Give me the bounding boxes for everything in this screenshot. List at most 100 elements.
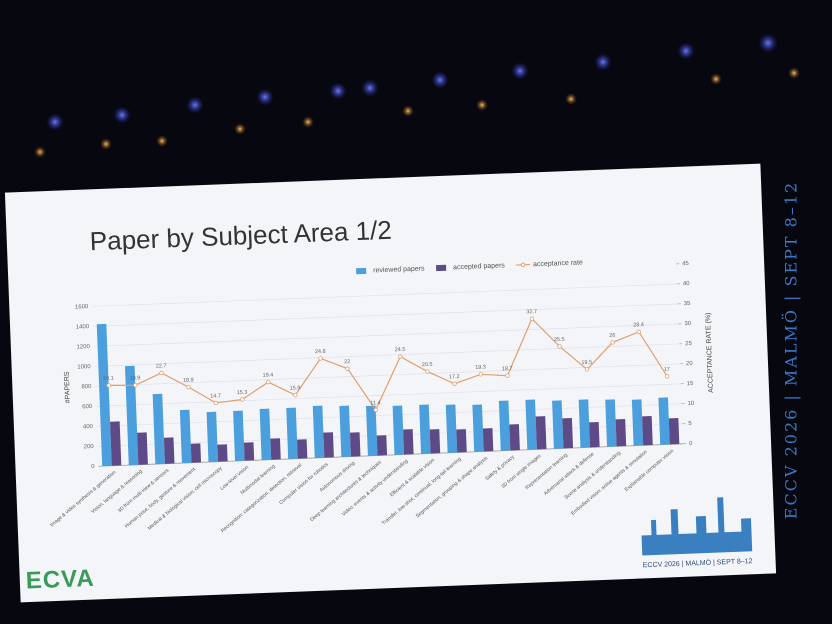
grid-line bbox=[93, 323, 679, 347]
data-label: 19.3 bbox=[475, 365, 486, 371]
y-tick-label: 1000 bbox=[77, 364, 91, 371]
y2-tick-label: 20 bbox=[686, 361, 694, 367]
point bbox=[133, 382, 138, 388]
bar bbox=[552, 400, 564, 449]
bar bbox=[179, 409, 192, 464]
y2-tick-label: 0 bbox=[689, 441, 693, 447]
point bbox=[398, 354, 403, 359]
data-label: 25.5 bbox=[554, 337, 565, 343]
y-tick-label: 1200 bbox=[76, 344, 90, 351]
point bbox=[345, 366, 350, 371]
bar bbox=[445, 404, 458, 453]
slide: Paper by Subject Area 1/2 ECVA ECCV 2026… bbox=[4, 163, 777, 603]
legend-swatch bbox=[520, 262, 526, 268]
data-label: 20.5 bbox=[422, 362, 433, 368]
brand: ECVA bbox=[25, 565, 95, 595]
bar bbox=[668, 417, 680, 445]
bar bbox=[376, 435, 388, 456]
data-label: 19.5 bbox=[581, 360, 592, 366]
y-tick-label: 0 bbox=[91, 464, 95, 470]
legend-label: reviewed papers bbox=[373, 265, 425, 274]
point bbox=[505, 373, 510, 378]
bar bbox=[323, 432, 334, 458]
grid-line bbox=[95, 363, 680, 387]
bar bbox=[589, 422, 600, 448]
point bbox=[557, 344, 562, 349]
y-tick-label: 1600 bbox=[75, 304, 89, 311]
point bbox=[636, 329, 642, 335]
point bbox=[266, 379, 271, 385]
y2-tick-label: 10 bbox=[687, 401, 695, 407]
y-axis-label: #PAPERS bbox=[64, 371, 72, 403]
legend-label: accepted papers bbox=[453, 262, 505, 271]
point bbox=[318, 356, 323, 361]
y2-tick-label: 25 bbox=[685, 341, 693, 347]
point bbox=[240, 397, 245, 402]
grid-line bbox=[92, 283, 677, 307]
data-label: 22 bbox=[344, 359, 350, 365]
point bbox=[584, 367, 590, 372]
point bbox=[478, 372, 484, 377]
data-label: 17.2 bbox=[449, 374, 460, 380]
bar bbox=[297, 439, 308, 459]
bar bbox=[472, 404, 484, 452]
data-label: 17 bbox=[664, 367, 670, 373]
legend-swatch bbox=[356, 267, 367, 275]
bar bbox=[658, 397, 670, 445]
stage-lights bbox=[34, 33, 800, 158]
bar bbox=[137, 432, 148, 465]
grid-line bbox=[94, 343, 680, 367]
bar bbox=[605, 399, 617, 447]
bar bbox=[124, 365, 139, 466]
bar bbox=[642, 415, 653, 446]
bar bbox=[190, 443, 202, 463]
point bbox=[425, 369, 430, 374]
side-banner: ECCV 2026 | MALMÖ | SEPT 8–12 bbox=[781, 181, 801, 519]
bar bbox=[498, 400, 511, 451]
y-tick-label: 200 bbox=[84, 444, 95, 450]
bar bbox=[578, 399, 591, 448]
point bbox=[106, 383, 111, 388]
bar bbox=[403, 429, 414, 455]
bar bbox=[243, 442, 255, 461]
grid-line bbox=[93, 303, 678, 327]
data-label: 28.4 bbox=[633, 322, 644, 328]
data-label: 20.1 bbox=[103, 376, 114, 382]
point bbox=[610, 340, 615, 345]
y2-tick-label: 30 bbox=[684, 321, 692, 327]
bar bbox=[509, 424, 520, 451]
bar bbox=[419, 404, 431, 454]
data-label: 15.9 bbox=[290, 385, 301, 391]
bar bbox=[392, 405, 405, 455]
data-label: 26 bbox=[609, 333, 615, 339]
y2-tick-label: 5 bbox=[688, 421, 692, 427]
bar bbox=[615, 419, 627, 447]
data-label: 19.4 bbox=[262, 372, 273, 378]
bar bbox=[206, 411, 219, 463]
data-label: 24.8 bbox=[315, 349, 326, 355]
point bbox=[373, 407, 378, 413]
bar bbox=[339, 405, 351, 457]
point bbox=[452, 381, 457, 386]
bar bbox=[110, 421, 122, 466]
y-tick-label: 400 bbox=[83, 424, 94, 430]
slide-background bbox=[4, 163, 777, 603]
data-label: 11.4 bbox=[370, 400, 381, 406]
point bbox=[529, 316, 535, 321]
y2-tick-label: 35 bbox=[684, 301, 692, 307]
grid-line bbox=[96, 383, 681, 407]
bar bbox=[456, 429, 467, 453]
point bbox=[159, 370, 164, 376]
bar bbox=[535, 416, 547, 450]
bar bbox=[312, 405, 325, 458]
bar bbox=[429, 429, 441, 454]
line bbox=[108, 317, 668, 412]
bar bbox=[233, 410, 245, 462]
bar bbox=[631, 399, 644, 446]
y-tick-label: 1400 bbox=[76, 324, 90, 331]
data-label: 18.7 bbox=[502, 366, 513, 372]
y-tick-label: 800 bbox=[81, 384, 92, 390]
data-label: 19.9 bbox=[130, 375, 141, 381]
y-tick-label: 600 bbox=[82, 404, 93, 410]
